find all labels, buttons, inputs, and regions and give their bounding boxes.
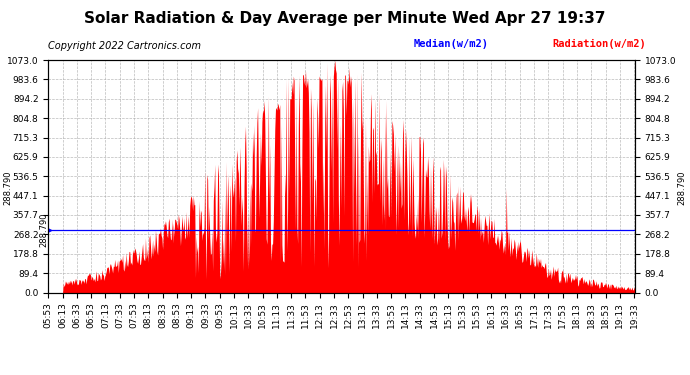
Text: 288.790: 288.790	[39, 213, 48, 247]
Text: Radiation(w/m2): Radiation(w/m2)	[552, 39, 646, 50]
Text: 288.790: 288.790	[3, 170, 12, 205]
Text: Solar Radiation & Day Average per Minute Wed Apr 27 19:37: Solar Radiation & Day Average per Minute…	[84, 11, 606, 26]
Text: Copyright 2022 Cartronics.com: Copyright 2022 Cartronics.com	[48, 41, 201, 51]
Text: 288.790: 288.790	[678, 170, 687, 205]
Text: Median(w/m2): Median(w/m2)	[414, 39, 489, 50]
